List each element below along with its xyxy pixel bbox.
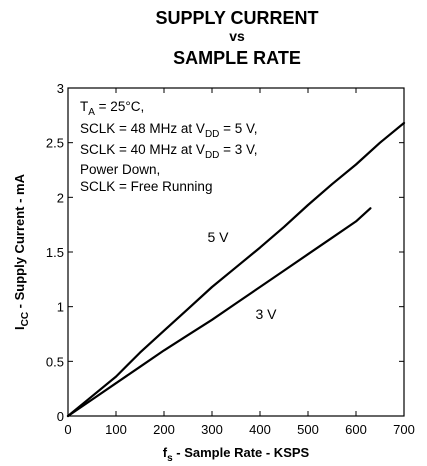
y-tick-label: 1 (57, 300, 64, 315)
x-axis-label: fs - Sample Rate - KSPS (163, 445, 310, 464)
annotation-line-1-b: = 25°C, (95, 99, 144, 114)
x-tick-label: 300 (201, 422, 223, 437)
y-tick-label: 0.5 (46, 354, 64, 369)
series-line-5v (66, 121, 406, 418)
chart-title-line2: vs (229, 28, 245, 44)
x-tick-label: 500 (297, 422, 319, 437)
y-axis-label-rest: - Supply Current - mA (12, 173, 27, 312)
annotation-line-3: SCLK = 40 MHz at VDD = 3 V, (80, 142, 258, 161)
x-tick-label: 200 (153, 422, 175, 437)
y-tick-label: 2 (57, 190, 64, 205)
y-tick-label: 3 (57, 81, 64, 96)
x-tick-label: 0 (64, 422, 71, 437)
series-layer (66, 121, 406, 418)
series-3v-label-bg (250, 305, 280, 323)
conditions-annotation: TA = 25°C, SCLK = 48 MHz at VDD = 5 V, S… (76, 94, 316, 196)
chart-title-line3: SAMPLE RATE (173, 48, 301, 68)
ticks-layer: 0 100 200 300 400 500 600 700 0 0.5 1 1.5 2 2.5 3 (46, 81, 415, 437)
annotation-line-3-sub: DD (205, 150, 219, 161)
y-tick-label: 1.5 (46, 245, 64, 260)
annotation-line-3-b: = 3 V, (219, 142, 257, 157)
x-tick-label: 100 (105, 422, 127, 437)
x-axis-label-main: f (163, 445, 168, 460)
series-3v-label: 3 V (255, 306, 277, 322)
annotation-line-1-a: T (80, 99, 88, 114)
chart-title-line1: SUPPLY CURRENT (155, 8, 318, 28)
x-axis-label-rest: - Sample Rate - KSPS (173, 445, 310, 460)
y-axis-label: ICC - Supply Current - mA (12, 173, 31, 330)
annotation-line-3-a: SCLK = 40 MHz at V (80, 142, 205, 157)
y-axis-label-sub: CC (20, 312, 31, 326)
x-axis-label-sub: s (167, 453, 173, 464)
annotation-line-2: SCLK = 48 MHz at VDD = 5 V, (80, 121, 258, 140)
y-tick-label: 0 (57, 409, 64, 424)
annotation-line-1-sub: A (88, 107, 95, 118)
annotation-line-2-a: SCLK = 48 MHz at V (80, 121, 205, 136)
y-tick-label: 2.5 (46, 136, 64, 151)
y-axis-label-main: I (12, 326, 27, 330)
annotation-background (76, 94, 316, 196)
annotation-line-1: TA = 25°C, (80, 99, 144, 118)
series-5v-label: 5 V (207, 229, 229, 245)
series-5v-label-bg (202, 228, 232, 246)
series-line-3v (66, 207, 372, 418)
annotation-line-2-sub: DD (205, 129, 219, 140)
x-tick-label: 700 (393, 422, 415, 437)
x-tick-label: 400 (249, 422, 271, 437)
annotation-line-4: Power Down, (80, 162, 160, 177)
annotation-line-5: SCLK = Free Running (80, 179, 212, 194)
annotation-line-2-b: = 5 V, (219, 121, 257, 136)
x-tick-label: 600 (345, 422, 367, 437)
